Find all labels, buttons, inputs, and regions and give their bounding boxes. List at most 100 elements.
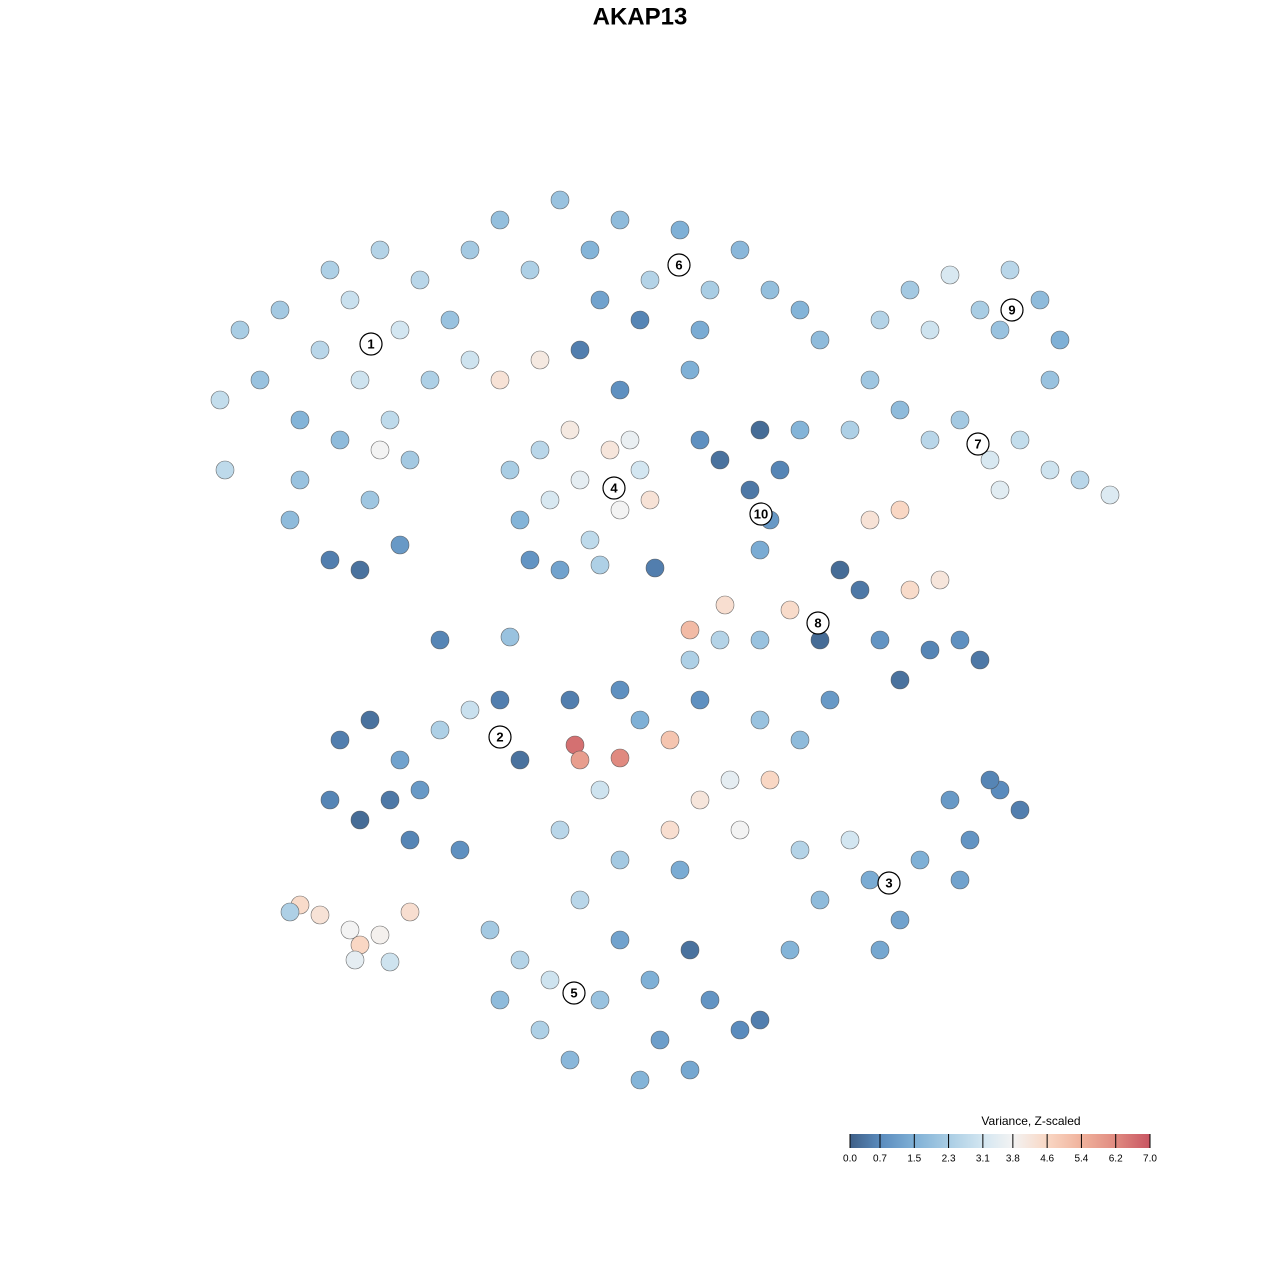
point [450,840,470,860]
point [630,460,650,480]
point [320,260,340,280]
point [380,790,400,810]
point [510,950,530,970]
point [670,860,690,880]
point [490,210,510,230]
point [560,1050,580,1070]
point [750,630,770,650]
cluster-label: 9 [1008,302,1015,317]
point [660,820,680,840]
point [760,280,780,300]
point [860,510,880,530]
point [610,680,630,700]
point [950,410,970,430]
point [770,460,790,480]
point [610,748,630,768]
point [290,470,310,490]
point [890,910,910,930]
point [680,1060,700,1080]
point [610,210,630,230]
point [890,670,910,690]
point [520,260,540,280]
point [580,240,600,260]
point [610,930,630,950]
point [560,420,580,440]
point [410,780,430,800]
point [690,430,710,450]
point [400,450,420,470]
cluster-badge [806,611,830,635]
point [290,410,310,430]
point [790,730,810,750]
point [960,830,980,850]
colorbar-tick-label: 0.7 [873,1154,887,1165]
point [350,810,370,830]
point [690,320,710,340]
point [330,430,350,450]
point [730,240,750,260]
point [670,220,690,240]
cluster-badge [1000,298,1024,322]
point [840,420,860,440]
point [400,830,420,850]
point [250,370,270,390]
point [350,370,370,390]
point [680,650,700,670]
point [610,380,630,400]
point [870,940,890,960]
point [510,750,530,770]
point [390,750,410,770]
cluster-label: 10 [754,506,768,521]
point [1050,330,1070,350]
point [630,310,650,330]
point [280,510,300,530]
point [310,905,330,925]
point [750,1010,770,1030]
point [1010,800,1030,820]
point [630,1070,650,1090]
point [950,630,970,650]
point [760,770,780,790]
point [530,350,550,370]
point [390,535,410,555]
point [970,300,990,320]
point [830,560,850,580]
point [350,560,370,580]
point [740,480,760,500]
point [460,350,480,370]
point [790,840,810,860]
point [820,690,840,710]
point [570,890,590,910]
cluster-label: 3 [885,875,892,890]
point [370,440,390,460]
point [750,420,770,440]
point [590,290,610,310]
point [540,970,560,990]
cluster-label: 4 [610,480,618,495]
cluster-label: 5 [570,985,577,1000]
point [860,870,880,890]
point [490,370,510,390]
point [940,790,960,810]
cluster-badge [667,253,691,277]
point [790,420,810,440]
point [990,480,1010,500]
point [1000,260,1020,280]
point [330,730,350,750]
point [870,630,890,650]
point [580,530,600,550]
point [550,820,570,840]
point [790,300,810,320]
point [550,190,570,210]
point [340,920,360,940]
point [1100,485,1120,505]
point [490,990,510,1010]
point [900,280,920,300]
point [640,970,660,990]
point [230,320,250,340]
point [870,310,890,330]
point [980,450,1000,470]
point [1040,460,1060,480]
point [420,370,440,390]
point [600,440,620,460]
